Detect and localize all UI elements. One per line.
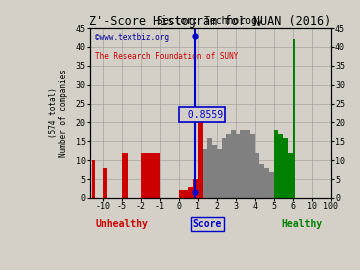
Text: Sector: Technology: Sector: Technology [157,16,263,26]
Bar [288,153,293,198]
Text: Healthy: Healthy [282,219,323,229]
Bar [255,153,260,198]
Text: The Research Foundation of SUNY: The Research Foundation of SUNY [95,52,238,61]
Text: ©www.textbiz.org: ©www.textbiz.org [95,33,168,42]
Bar [264,168,269,198]
Bar [236,134,240,198]
Bar [240,130,245,198]
Bar [260,164,264,198]
Y-axis label: (574 total)
Number of companies: (574 total) Number of companies [67,105,70,121]
Bar [269,171,274,198]
Bar [122,153,128,198]
Bar [103,168,107,198]
Bar [221,137,226,198]
Bar [245,130,250,198]
Bar [179,190,184,198]
Bar [188,187,193,198]
Title: Z'-Score Histogram for NUAN (2016): Z'-Score Histogram for NUAN (2016) [89,15,332,28]
Bar [92,160,95,198]
Bar [212,145,217,198]
Text: 0.8559: 0.8559 [182,110,223,120]
Text: Score: Score [193,219,222,229]
Text: (574 total)
Number of companies: (574 total) Number of companies [49,69,68,157]
Bar [207,137,212,198]
Bar [283,137,288,198]
Bar [193,179,198,198]
Bar [184,190,188,198]
Bar [141,153,160,198]
Bar [250,134,255,198]
Bar [226,134,231,198]
Bar [198,119,203,198]
Bar [231,130,236,198]
Bar [203,149,207,198]
Bar [274,130,278,198]
Bar [217,149,221,198]
Bar [278,134,283,198]
Bar [293,39,295,198]
Text: Unhealthy: Unhealthy [95,219,148,229]
